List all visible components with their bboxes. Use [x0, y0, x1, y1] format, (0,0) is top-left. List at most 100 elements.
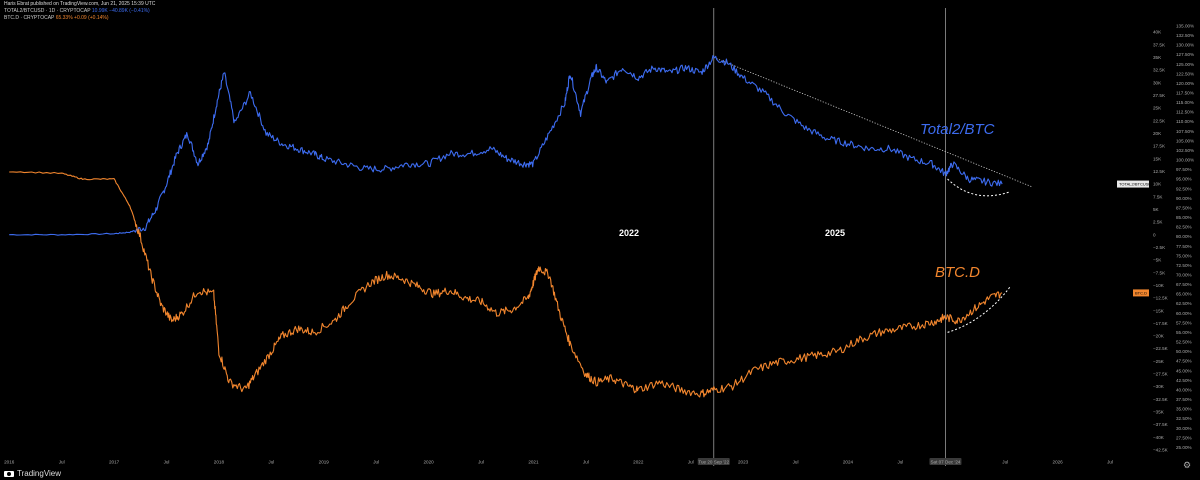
- left-axis-tick-label: −5K: [1153, 258, 1162, 263]
- x-axis-tick-label: Jul: [793, 460, 799, 465]
- price-badge-btcd: [1133, 289, 1149, 297]
- year-label-2022: 2022: [619, 228, 639, 238]
- left-axis: −42.5K −40K −37.5K −35K −32.5K −30K −27.5K −25K…: [1153, 30, 1169, 453]
- series-label-btcd: BTC.D: [935, 264, 980, 281]
- left-axis-tick-label: 20K: [1153, 131, 1162, 136]
- left-axis-tick-label: 0: [1153, 232, 1156, 237]
- left-axis-tick-label: 5K: [1153, 207, 1160, 212]
- right-axis-tick-label: 42.50%: [1176, 378, 1192, 383]
- series-line-btc-dominance: [9, 171, 1003, 398]
- right-axis-tick-label: 67.50%: [1176, 282, 1192, 287]
- right-axis-tick-label: 65.00%: [1176, 292, 1192, 297]
- x-axis-tick-label: Jul: [478, 460, 484, 465]
- tradingview-logo[interactable]: TradingView: [4, 469, 61, 478]
- left-axis-tick-label: −32.5K: [1153, 397, 1169, 402]
- x-axis-date-badge: [929, 458, 962, 465]
- left-axis-tick-label: −12.5K: [1153, 296, 1169, 301]
- dotted-trendline: [713, 57, 1032, 187]
- x-axis-tick-label: Tue 20 Sep '22: [698, 460, 729, 465]
- left-axis-tick-label: −17.5K: [1153, 321, 1169, 326]
- left-axis-tick-label: −30K: [1153, 384, 1165, 389]
- brand-name: TradingView: [17, 469, 62, 478]
- x-axis-tick-label: Jul: [373, 460, 379, 465]
- right-axis-tick-label: 82.50%: [1176, 225, 1192, 230]
- x-axis: 2016 Jul 2017 Jul 2018 Jul 2019 Jul 2020 Jul 2021 J…: [4, 458, 1113, 465]
- x-axis-tick-label: 2024: [843, 460, 854, 465]
- left-axis-tick-label: 35K: [1153, 55, 1162, 60]
- right-axis-tick-label: 122.50%: [1176, 71, 1194, 76]
- right-axis-tick-label: 112.50%: [1176, 110, 1194, 115]
- series-layer: [9, 55, 1003, 398]
- x-axis-tick-label: Jul: [164, 460, 170, 465]
- right-axis-tick-label: 100.00%: [1176, 158, 1194, 163]
- year-label-2025: 2025: [825, 228, 845, 238]
- gear-icon[interactable]: ⚙: [1182, 460, 1192, 470]
- right-axis-tick-label: 97.50%: [1176, 167, 1192, 172]
- left-axis-tick-label: −27.5K: [1153, 372, 1169, 377]
- left-axis-tick-label: 12.5K: [1153, 169, 1166, 174]
- series1-legend[interactable]: TOTAL2/BTCUSD · 1D · CRYPTOCAP 10.99K −4…: [4, 8, 150, 14]
- left-axis-tick-label: 32.5K: [1153, 68, 1166, 73]
- left-axis-tick-label: −37.5K: [1153, 422, 1169, 427]
- left-axis-tick-label: 30K: [1153, 80, 1162, 85]
- right-axis-tick-label: 85.00%: [1176, 215, 1192, 220]
- publisher-line: Haris Ebrat published on TradingView.com…: [4, 1, 156, 7]
- x-axis-tick-label: 2023: [738, 460, 749, 465]
- right-axis-tick-label: 115.00%: [1176, 100, 1194, 105]
- series-line-total2-btc: [9, 55, 1003, 236]
- right-axis-tick-label: 70.00%: [1176, 273, 1192, 278]
- right-axis-tick-label: 72.50%: [1176, 263, 1192, 268]
- price-badge-btcd-label: BTC.D: [1135, 290, 1147, 295]
- series2-value: 65.33% +0.09 (+0.14%): [55, 15, 109, 21]
- right-axis-tick-label: 92.50%: [1176, 186, 1192, 191]
- left-axis-tick-label: −20K: [1153, 334, 1165, 339]
- right-axis-tick-label: 75.00%: [1176, 253, 1192, 258]
- right-axis-tick-label: 80.00%: [1176, 234, 1192, 239]
- price-badge-total2: [1117, 180, 1149, 188]
- x-axis-tick-label: 2016: [4, 460, 15, 465]
- series2-legend[interactable]: BTC.D · CRYPTOCAP 65.33% +0.09 (+0.14%): [4, 15, 109, 21]
- right-axis-tick-label: 130.00%: [1176, 43, 1194, 48]
- left-axis-tick-label: −15K: [1153, 308, 1165, 313]
- left-axis-tick-label: −25K: [1153, 359, 1165, 364]
- right-axis-tick-label: 62.50%: [1176, 301, 1192, 306]
- x-axis-tick-label: Sat 07 Dec '24: [930, 460, 960, 465]
- x-axis-tick-label: 2019: [319, 460, 330, 465]
- x-axis-tick-label: 2021: [528, 460, 539, 465]
- left-axis-tick-label: −2.5K: [1153, 245, 1166, 250]
- projection-curve-total2: [947, 178, 1011, 197]
- right-axis-tick-label: 32.50%: [1176, 416, 1192, 421]
- right-axis-tick-label: 25.00%: [1176, 445, 1192, 450]
- left-axis-tick-label: −42.5K: [1153, 448, 1169, 453]
- left-axis-tick-label: 22.5K: [1153, 118, 1166, 123]
- series2-name: BTC.D · CRYPTOCAP: [4, 15, 55, 21]
- price-badge-total2-label: TOTAL2/BTCUSD: [1119, 182, 1151, 187]
- right-axis-tick-label: 37.50%: [1176, 397, 1192, 402]
- series1-name: TOTAL2/BTCUSD · 1D · CRYPTOCAP: [4, 8, 91, 14]
- right-axis-tick-label: 117.50%: [1176, 90, 1194, 95]
- left-axis-tick-label: 10K: [1153, 182, 1162, 187]
- left-axis-tick-label: 2.5K: [1153, 220, 1163, 225]
- left-axis-tick-label: 37.5K: [1153, 42, 1166, 47]
- right-axis: 25.00% 27.50% 30.00% 32.50% 35.00% 37.50% 40.0…: [1176, 23, 1194, 450]
- right-axis-tick-label: 110.00%: [1176, 119, 1194, 124]
- curves-layer: [947, 178, 1011, 333]
- x-axis-date-badge: [697, 458, 730, 465]
- right-axis-tick-label: 40.00%: [1176, 387, 1192, 392]
- x-axis-tick-label: Jul: [1107, 460, 1113, 465]
- x-axis-tick-label: Jul: [583, 460, 589, 465]
- right-axis-tick-label: 127.50%: [1176, 52, 1194, 57]
- right-axis-tick-label: 77.50%: [1176, 244, 1192, 249]
- right-axis-tick-label: 125.00%: [1176, 62, 1194, 67]
- right-axis-tick-label: 87.50%: [1176, 205, 1192, 210]
- left-axis-tick-label: 7.5K: [1153, 194, 1163, 199]
- right-axis-tick-label: 120.00%: [1176, 81, 1194, 86]
- left-axis-tick-label: −35K: [1153, 410, 1165, 415]
- right-axis-tick-label: 47.50%: [1176, 359, 1192, 364]
- right-axis-tick-label: 107.50%: [1176, 129, 1194, 134]
- left-axis-tick-label: 15K: [1153, 156, 1162, 161]
- series1-value: 10.99K −40.89K (−0.41%): [91, 8, 150, 14]
- left-axis-tick-label: −40K: [1153, 435, 1165, 440]
- right-axis-tick-label: 52.50%: [1176, 340, 1192, 345]
